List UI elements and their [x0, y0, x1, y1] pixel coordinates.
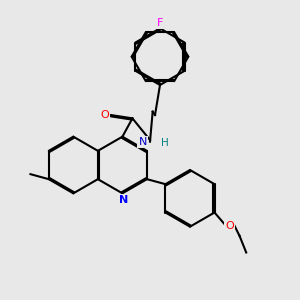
Text: O: O	[100, 110, 109, 120]
Text: O: O	[225, 221, 234, 231]
Text: F: F	[157, 18, 163, 28]
Text: N: N	[139, 137, 147, 147]
Text: H: H	[161, 138, 169, 148]
Text: N: N	[119, 195, 129, 205]
